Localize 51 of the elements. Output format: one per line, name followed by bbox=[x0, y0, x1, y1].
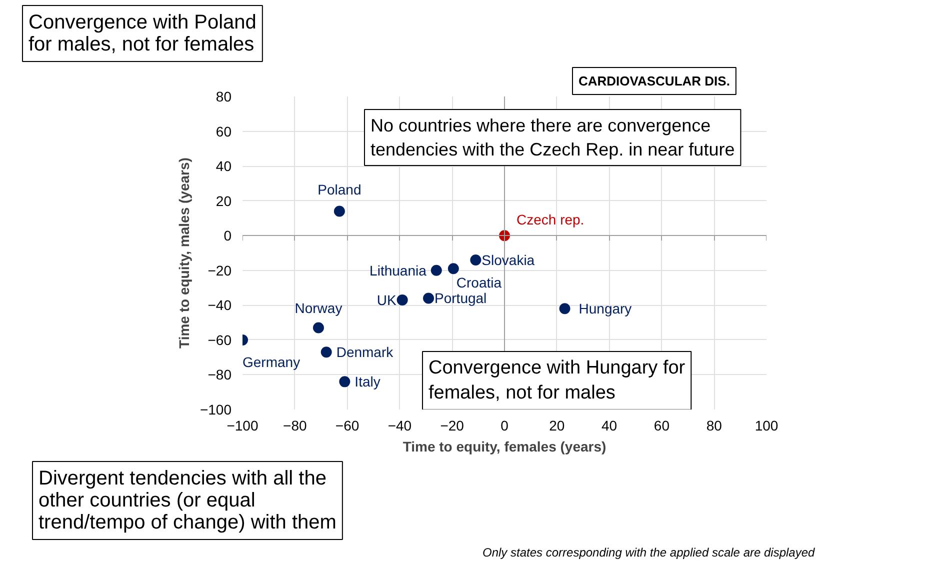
series-label: Hungary bbox=[578, 300, 632, 317]
y-tick-label: −20 bbox=[208, 262, 232, 278]
y-tick-label: 40 bbox=[216, 158, 232, 174]
x-tick-label: −60 bbox=[335, 418, 360, 434]
point bbox=[320, 346, 332, 358]
y-axis-title: Time to equity, males (years) bbox=[176, 158, 192, 348]
series-label: Denmark bbox=[336, 344, 394, 360]
x-tick-label: 80 bbox=[706, 418, 722, 434]
series-label: UK bbox=[376, 292, 397, 308]
series-label: Lithuania bbox=[370, 262, 427, 278]
point bbox=[430, 264, 442, 276]
x-axis-title: Time to equity, females (years) bbox=[402, 438, 606, 454]
y-tick-label: −60 bbox=[208, 332, 232, 348]
x-tick-label: 60 bbox=[654, 418, 670, 434]
point bbox=[339, 376, 350, 388]
x-tick-label: 100 bbox=[754, 418, 778, 434]
point bbox=[396, 294, 408, 306]
x-tick-label: 20 bbox=[549, 418, 565, 434]
series-label: Croatia bbox=[456, 274, 502, 291]
chart-title: CARDIOVASCULAR DIS. bbox=[578, 74, 730, 88]
series-label: Czech rep. bbox=[516, 212, 584, 228]
point bbox=[448, 263, 459, 274]
series-label: Germany bbox=[242, 354, 300, 370]
text: Divergent tendencies with all the other countries (or equal trend/tempo of change) with them bbox=[38, 468, 336, 534]
x-tick-label: 40 bbox=[602, 418, 618, 434]
point bbox=[470, 254, 482, 266]
y-tick-label: −40 bbox=[208, 297, 232, 314]
x-tick-label: −20 bbox=[440, 418, 464, 434]
text: Only states corresponding with the applied scale are displayed bbox=[482, 546, 816, 560]
point bbox=[423, 292, 434, 304]
point bbox=[559, 303, 570, 314]
x-tick-label: −100 bbox=[226, 418, 258, 434]
y-tick-label: 20 bbox=[216, 192, 232, 209]
series-label: Slovakia bbox=[482, 252, 535, 268]
text: Convergence with Poland for males, not for females bbox=[28, 12, 256, 56]
y-tick-label: 60 bbox=[216, 123, 232, 140]
annotation: No countries where there are convergence tendencies with the Czech Rep. in near future bbox=[370, 116, 735, 160]
y-tick-label: −80 bbox=[208, 366, 232, 383]
annotation: Convergence with Hungary for females, not for males bbox=[428, 358, 686, 404]
x-tick-label: −80 bbox=[283, 418, 307, 434]
y-tick-label: −100 bbox=[200, 402, 232, 418]
y-tick-label: 80 bbox=[216, 88, 232, 104]
x-tick-label: −40 bbox=[388, 418, 412, 434]
y-tick-label: 0 bbox=[224, 228, 232, 244]
series-label: Norway bbox=[294, 300, 342, 316]
series-label: Portugal bbox=[434, 290, 487, 306]
point bbox=[312, 322, 324, 334]
series-label: Italy bbox=[354, 374, 380, 390]
point bbox=[334, 206, 345, 217]
series-label: Poland bbox=[318, 181, 362, 198]
x-tick-label: 0 bbox=[500, 418, 509, 434]
